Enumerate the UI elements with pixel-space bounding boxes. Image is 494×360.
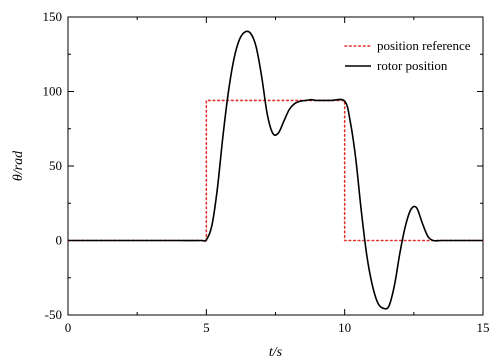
x-tick-label: 10 xyxy=(338,320,351,335)
legend: position reference rotor position xyxy=(344,38,471,73)
x-tick-label: 0 xyxy=(65,320,72,335)
x-tick-label: 5 xyxy=(203,320,210,335)
y-axis-label: θ/rad xyxy=(11,150,26,181)
y-tick-label: -50 xyxy=(45,307,62,322)
y-tick-label: 150 xyxy=(43,9,63,24)
series-layer xyxy=(67,30,484,310)
x-axis-label: t/s xyxy=(269,345,283,360)
y-tick-label: 0 xyxy=(56,233,63,248)
y-tick-label: 100 xyxy=(43,84,63,99)
series-line-1 xyxy=(68,30,483,310)
y-tick-label: 50 xyxy=(49,158,62,173)
legend-label-0: position reference xyxy=(377,38,471,53)
x-tick-label: 15 xyxy=(477,320,490,335)
legend-label-1: rotor position xyxy=(377,58,448,73)
